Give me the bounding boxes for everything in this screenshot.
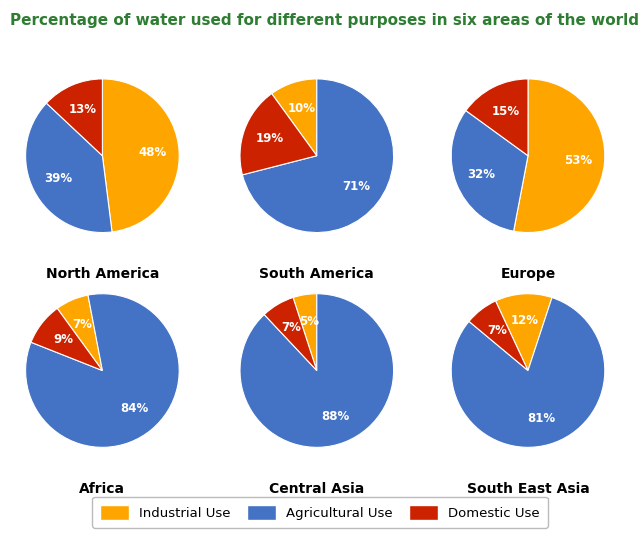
Text: 39%: 39% [44, 172, 72, 185]
Wedge shape [31, 308, 102, 371]
Text: North America: North America [45, 267, 159, 281]
Text: 13%: 13% [68, 104, 97, 117]
Text: 7%: 7% [282, 321, 301, 334]
Wedge shape [293, 294, 317, 371]
Wedge shape [26, 294, 179, 447]
Text: 10%: 10% [287, 101, 316, 115]
Text: 12%: 12% [511, 314, 539, 327]
Text: 7%: 7% [488, 324, 508, 337]
Text: 15%: 15% [492, 105, 520, 118]
Wedge shape [466, 79, 528, 156]
Text: 88%: 88% [321, 410, 349, 424]
Text: Europe: Europe [500, 267, 556, 281]
Text: 9%: 9% [53, 333, 73, 346]
Text: 53%: 53% [564, 154, 592, 167]
Wedge shape [243, 79, 394, 233]
Wedge shape [240, 93, 317, 175]
Wedge shape [264, 297, 317, 371]
Text: 48%: 48% [138, 146, 166, 159]
Wedge shape [47, 79, 102, 156]
Wedge shape [240, 294, 394, 447]
Wedge shape [102, 79, 179, 232]
Wedge shape [514, 79, 605, 233]
Text: South East Asia: South East Asia [467, 482, 589, 496]
Legend: Industrial Use, Agricultural Use, Domestic Use: Industrial Use, Agricultural Use, Domest… [92, 497, 548, 528]
Text: 81%: 81% [528, 412, 556, 425]
Wedge shape [57, 295, 102, 371]
Wedge shape [451, 297, 605, 447]
Wedge shape [26, 103, 112, 233]
Wedge shape [469, 301, 528, 371]
Text: 19%: 19% [256, 132, 284, 146]
Text: 7%: 7% [72, 318, 93, 331]
Text: Central Asia: Central Asia [269, 482, 364, 496]
Text: Africa: Africa [79, 482, 125, 496]
Text: 71%: 71% [342, 180, 371, 193]
Text: 32%: 32% [468, 168, 495, 180]
Wedge shape [271, 79, 317, 156]
Text: South America: South America [259, 267, 374, 281]
Wedge shape [451, 111, 528, 231]
Wedge shape [495, 294, 552, 371]
Text: 5%: 5% [299, 315, 319, 328]
Text: 84%: 84% [120, 403, 148, 416]
Text: Percentage of water used for different purposes in six areas of the world.: Percentage of water used for different p… [10, 13, 640, 28]
